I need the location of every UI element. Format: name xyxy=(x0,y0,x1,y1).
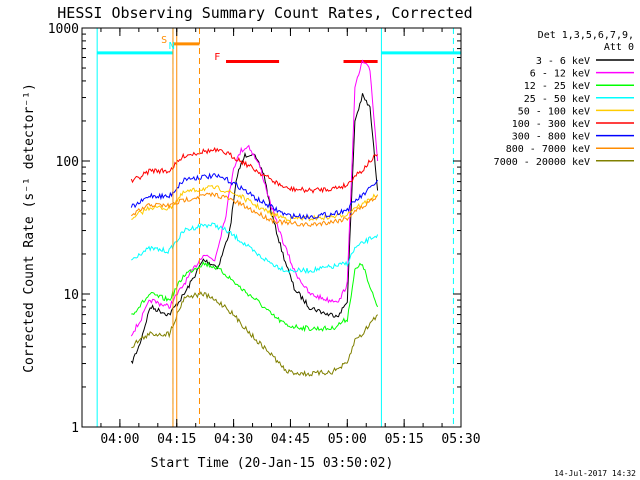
x-tick-label: 05:00 xyxy=(328,432,367,447)
annotations: SN F xyxy=(161,35,220,63)
y-tick-label: 100 xyxy=(56,155,79,170)
x-tick-label: 05:30 xyxy=(441,432,480,447)
legend-header: Att 0 xyxy=(604,42,634,53)
legend-label: 300 - 800 keV xyxy=(512,132,590,143)
series-group xyxy=(130,59,379,377)
legend-label: 50 - 100 keV xyxy=(518,106,590,117)
flag-bars xyxy=(97,42,461,63)
legend: Det 1,3,5,6,7,9,Att 0 3 - 6 keV 6 - 12 keV… xyxy=(494,30,634,168)
legend-header: Det 1,3,5,6,7,9, xyxy=(538,30,634,41)
series-line xyxy=(131,222,379,274)
annotation-label: F xyxy=(214,52,220,63)
footer-date: 14-Jul-2017 14:32 xyxy=(554,469,636,478)
series-line xyxy=(130,59,379,337)
x-axis-ticks: 04:00 04:15 04:30 04:45 05:00 05:15 05:30 xyxy=(81,28,481,447)
y-axis-ticks: 1 10 100 1000 xyxy=(48,22,461,436)
plot-frame xyxy=(81,27,462,428)
series-line xyxy=(131,261,379,333)
x-tick-label: 04:45 xyxy=(271,432,310,447)
chart-title: HESSI Observing Summary Count Rates, Cor… xyxy=(57,4,472,22)
x-tick-label: 04:30 xyxy=(214,432,253,447)
y-axis-label: Corrected Count Rate (s⁻¹ detector⁻¹) xyxy=(22,83,37,373)
legend-label: 12 - 25 keV xyxy=(524,81,590,92)
y-tick-label: 1 xyxy=(71,421,79,436)
legend-label: 25 - 50 keV xyxy=(524,94,590,105)
x-axis-label: Start Time (20-Jan-15 03:50:02) xyxy=(151,456,394,471)
x-tick-label: 04:00 xyxy=(100,432,139,447)
legend-label: 7000 - 20000 keV xyxy=(494,157,590,168)
x-tick-label: 04:15 xyxy=(157,432,196,447)
legend-label: 3 - 6 keV xyxy=(536,56,590,67)
y-tick-label: 10 xyxy=(63,288,79,303)
vertical-markers xyxy=(96,28,454,427)
legend-label: 6 - 12 keV xyxy=(530,69,590,80)
annotation-label: S xyxy=(161,35,167,46)
legend-label: 100 - 300 keV xyxy=(512,119,590,130)
annotation-label: N xyxy=(169,41,175,52)
series-line xyxy=(130,93,379,365)
x-tick-label: 05:15 xyxy=(385,432,424,447)
y-tick-label: 1000 xyxy=(48,22,79,37)
legend-label: 800 - 7000 keV xyxy=(506,144,590,155)
